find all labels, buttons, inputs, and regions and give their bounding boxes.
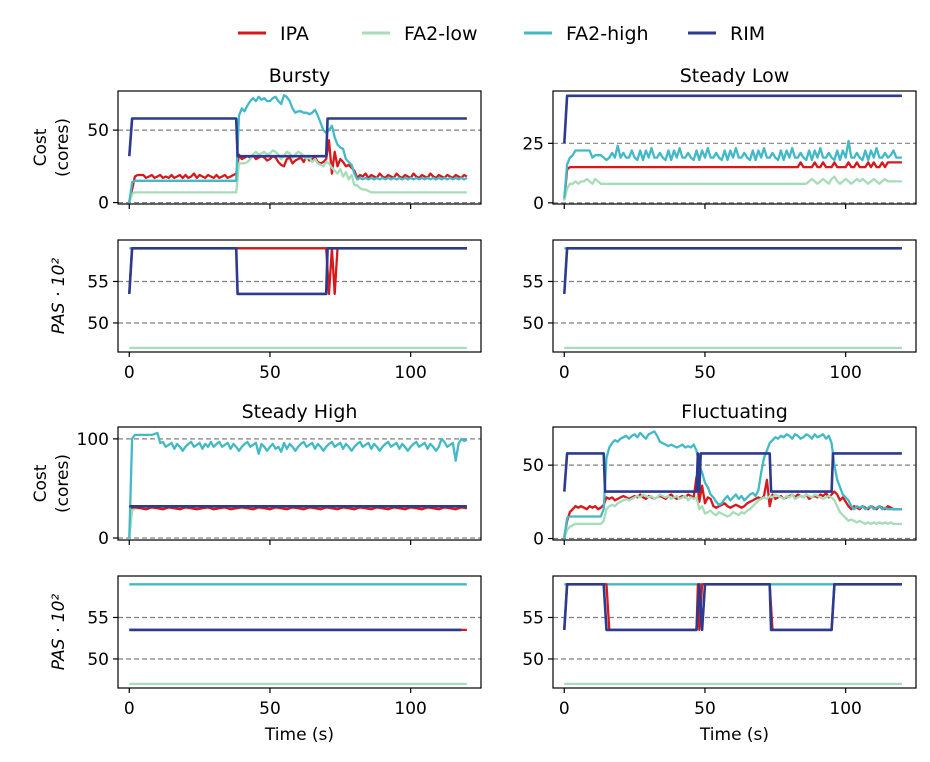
- panel-title: Steady High: [242, 401, 358, 423]
- series-group: [128, 431, 468, 539]
- y-axis-label: PAS · 10²: [49, 594, 69, 671]
- panel-title: Bursty: [269, 65, 330, 87]
- series-group: [129, 583, 467, 686]
- x-tick-label: 50: [259, 363, 281, 383]
- x-tick-label: 50: [694, 363, 716, 383]
- y-tick-label: 0: [98, 194, 109, 214]
- x-axis-label: Time (s): [264, 725, 334, 745]
- panel-2: 0 25 Steady Low: [522, 65, 917, 214]
- x-tick-label: 100: [394, 363, 426, 383]
- axes-frame: [552, 239, 917, 353]
- panel-title: Steady Low: [680, 65, 790, 87]
- legend-entry-fa2-high: FA2-high: [524, 23, 649, 45]
- legend-entry-fa2-low: FA2-low: [362, 23, 478, 45]
- axes-frame: [117, 426, 482, 541]
- series-group: [128, 94, 468, 203]
- legend-label: IPA: [280, 23, 309, 45]
- series-line-rim: [563, 582, 902, 632]
- series-group: [128, 247, 467, 350]
- series-line-fa2-high: [563, 139, 902, 199]
- y-tick-label: 50: [87, 650, 109, 670]
- panel-1: 0 50 Bursty Cost (cores): [31, 65, 482, 214]
- legend-label: RIM: [730, 23, 765, 45]
- series-line-fa2-low: [563, 175, 902, 201]
- legend-label: FA2-low: [404, 23, 478, 45]
- y-tick-label: 55: [87, 608, 109, 628]
- series-group: [563, 582, 902, 686]
- series-line-fa2-high: [563, 430, 902, 539]
- y-tick-label: 100: [77, 430, 109, 450]
- series-line-rim: [563, 452, 902, 493]
- axes-frame: [117, 239, 482, 353]
- y-tick-label: 50: [522, 650, 544, 670]
- y-axis-label: (cores): [53, 118, 73, 177]
- panel-6: 0 50 Fluctuating: [522, 401, 917, 550]
- axes-frame: [117, 90, 482, 205]
- y-axis-label: Cost: [31, 128, 51, 166]
- series-line-fa2-low: [128, 149, 467, 203]
- series-group: [563, 94, 902, 201]
- panel-7: 50 55 0 50 100 Time (s) PAS · 10²: [49, 575, 482, 745]
- x-tick-label: 0: [124, 699, 135, 719]
- series-line-fa2-low: [563, 493, 902, 539]
- x-tick-label: 50: [694, 699, 716, 719]
- panel-3: 50 55 0 50 100 PAS · 10²: [49, 239, 482, 383]
- series-line-fa2-low: [128, 507, 467, 539]
- axes-frame: [552, 90, 917, 205]
- series-line-rim: [128, 117, 467, 158]
- y-tick-label: 55: [87, 272, 109, 292]
- axes-frame: [117, 575, 482, 689]
- x-tick-label: 100: [829, 363, 861, 383]
- legend: IPA FA2-low FA2-high RIM: [238, 23, 765, 45]
- y-axis-label: (cores): [53, 454, 73, 513]
- y-tick-label: 50: [522, 314, 544, 334]
- y-tick-label: 50: [87, 314, 109, 334]
- legend-entry-rim: RIM: [688, 23, 765, 45]
- series-group: [563, 430, 902, 539]
- panel-4: 50 55 0 50 100: [522, 239, 917, 383]
- y-axis-label: Cost: [31, 464, 51, 502]
- x-tick-label: 100: [394, 699, 426, 719]
- series-line-rim: [563, 247, 902, 294]
- y-tick-label: 50: [87, 121, 109, 141]
- series-line-ipa: [563, 161, 902, 201]
- axes-frame: [552, 426, 917, 541]
- x-tick-label: 100: [829, 699, 861, 719]
- axes-frame: [552, 575, 917, 689]
- x-tick-label: 0: [124, 363, 135, 383]
- y-tick-label: 0: [533, 194, 544, 214]
- y-tick-label: 25: [522, 134, 544, 154]
- series-line-ipa: [128, 247, 467, 296]
- x-tick-label: 0: [559, 363, 570, 383]
- series-line-rim: [563, 94, 902, 144]
- legend-entry-ipa: IPA: [238, 23, 309, 45]
- y-tick-label: 55: [522, 272, 544, 292]
- series-line-fa2-high: [128, 431, 468, 539]
- y-tick-label: 55: [522, 608, 544, 628]
- y-tick-label: 50: [522, 456, 544, 476]
- series-line-fa2-high: [128, 94, 468, 203]
- panel-title: Fluctuating: [681, 401, 788, 423]
- y-tick-label: 0: [533, 530, 544, 550]
- panel-5: 0 100 Steady High Cost (cores): [31, 401, 482, 549]
- panel-8: 50 55 0 50 100 Time (s): [522, 575, 917, 745]
- x-tick-label: 50: [259, 699, 281, 719]
- y-axis-label: PAS · 10²: [49, 258, 69, 335]
- legend-label: FA2-high: [566, 23, 649, 45]
- x-axis-label: Time (s): [699, 725, 769, 745]
- y-tick-label: 0: [98, 529, 109, 549]
- series-line-ipa: [563, 475, 902, 538]
- series-group: [563, 247, 902, 350]
- series-line-ipa: [563, 583, 902, 632]
- x-tick-label: 0: [559, 699, 570, 719]
- series-line-rim: [128, 247, 467, 296]
